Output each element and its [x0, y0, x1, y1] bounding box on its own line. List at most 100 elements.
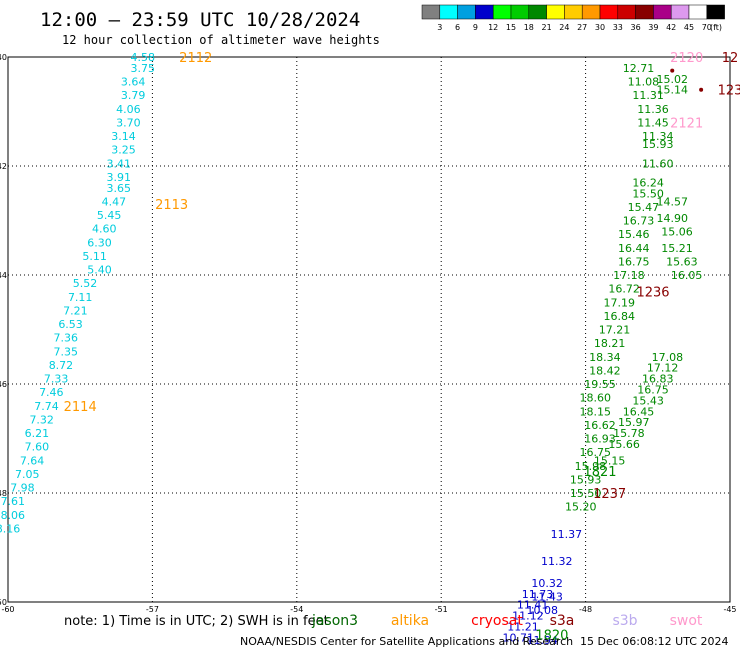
- x-tick-label: -57: [146, 605, 159, 614]
- swh-value: 11.34: [642, 130, 674, 143]
- swh-value: 16.93: [584, 433, 616, 446]
- legend-swatch-0: [421, 4, 441, 20]
- note-text: note: 1) Time is in UTC; 2) SWH is in fe…: [64, 614, 329, 629]
- swh-value: 16.83: [642, 373, 674, 386]
- axis-ticks: -60 -57 -54 -51 -48 -45 -40 -42 -44 -46 -48 -50: [0, 53, 737, 614]
- pass-time-label: 2121: [670, 116, 703, 131]
- x-tick-label: -60: [1, 605, 14, 614]
- swh-value: 16.72: [608, 283, 640, 296]
- satellite-name: altika: [391, 613, 429, 629]
- swh-value: 15.66: [608, 438, 640, 451]
- legend-swatch-11: [617, 4, 636, 20]
- swh-value: 15.21: [661, 242, 693, 255]
- legend-unit: (ft): [710, 23, 722, 32]
- swh-value: 3.41: [106, 157, 131, 170]
- pass-time-label: 1821: [583, 465, 616, 480]
- swh-value: 8.06: [1, 509, 26, 522]
- satellite-name: swot: [670, 613, 703, 629]
- satellite-name: jason3: [311, 613, 358, 629]
- swh-value: 7.98: [10, 482, 35, 495]
- swh-value: 15.78: [613, 427, 645, 440]
- pass-time-label: 123: [718, 84, 740, 99]
- chart-title: 12:00 – 23:59 UTC 10/28/2024: [40, 9, 360, 31]
- x-tick-label: -45: [723, 605, 736, 614]
- swh-value: 11.60: [642, 157, 674, 170]
- swh-value: 15.14: [656, 84, 688, 97]
- legend-swatch-14: [670, 4, 690, 20]
- legend-swatch-13: [653, 4, 672, 20]
- legend-bin-label: 24: [559, 23, 569, 32]
- legend-swatch-16: [706, 4, 725, 20]
- swh-value: 11.12: [512, 610, 544, 623]
- swh-value: 16.24: [632, 176, 664, 189]
- swh-value: 16.75: [579, 446, 611, 459]
- swh-value: 8.72: [49, 359, 74, 372]
- legend-bin-label: 12: [488, 23, 498, 32]
- chart-subtitle: 12 hour collection of altimeter wave hei…: [62, 33, 380, 47]
- swh-value: 14.57: [656, 195, 688, 208]
- swh-value: 15.93: [642, 138, 674, 151]
- note-bar: note: 1) Time is in UTC; 2) SWH is in fe…: [64, 614, 329, 629]
- swh-point: [670, 68, 675, 73]
- swh-value: 4.58: [131, 51, 156, 64]
- y-tick-label: -50: [0, 598, 7, 607]
- swh-value: 11.37: [551, 528, 583, 541]
- swh-value: 19.55: [584, 378, 616, 391]
- swh-value: 4.60: [92, 223, 117, 236]
- legend-bin-label: 36: [631, 23, 641, 32]
- satellite-name: s3a: [550, 613, 575, 629]
- swh-value: 15.46: [618, 228, 650, 241]
- legend-bin-label: 21: [542, 23, 552, 32]
- legend-swatch-10: [599, 4, 619, 20]
- pass-labels: 2112 2113 2114 2120 2121 12 123 1236 1237 1821 182…: [64, 51, 740, 644]
- pass-time-label: 1820: [535, 629, 568, 644]
- swh-value: 5.45: [97, 209, 122, 222]
- swh-value: 15.15: [594, 454, 626, 467]
- swh-value: 15.02: [656, 73, 688, 86]
- swh-value: 18.60: [579, 392, 611, 405]
- swh-value: 3.65: [106, 182, 131, 195]
- swh-value: 15.50: [632, 187, 664, 200]
- swh-value: 15.20: [565, 501, 597, 514]
- swh-value: 15.43: [632, 394, 664, 407]
- swh-value: 7.36: [54, 332, 79, 345]
- legend-bin-label: 18: [524, 23, 534, 32]
- swh-value: 17.12: [647, 362, 679, 375]
- swh-value: 11.31: [632, 89, 664, 102]
- swh-value: 6.30: [87, 236, 112, 249]
- legend-bin-label: 45: [684, 23, 694, 32]
- footer-timestamp: 15 Dec 06:08:12 UTC 2024: [580, 635, 728, 648]
- swh-value: 12.71: [623, 62, 655, 75]
- swh-value: 15.93: [570, 473, 602, 486]
- pass-time-label: 2113: [155, 198, 188, 213]
- swh-value: 15.97: [618, 416, 650, 429]
- plot-frame: [7, 56, 731, 603]
- legend-bin-label: 70: [702, 23, 712, 32]
- swh-value: 17.18: [613, 269, 645, 282]
- x-tick-label: -48: [579, 605, 592, 614]
- legend-swatch-5: [510, 4, 530, 20]
- swh-value: 11.36: [637, 103, 669, 116]
- satellite-name: s3b: [612, 613, 637, 629]
- swh-value: 7.35: [54, 345, 79, 358]
- swh-value: 7.60: [25, 441, 50, 454]
- swh-value: 11.21: [507, 621, 539, 634]
- pass-time-label: 2120: [670, 51, 703, 66]
- color-legend: 3 6 9 12 15 18 21 24 27 30 33 36 39 42 45 70(ft): [421, 4, 725, 32]
- swh-value: 16.73: [623, 215, 655, 228]
- legend-swatch-2: [457, 4, 476, 20]
- swh-value: 15.47: [628, 201, 660, 214]
- swh-point: [699, 87, 704, 92]
- plot-area: -60 -57 -54 -51 -48 -45 -40 -42 -44 -46 -48 -50 4.5…: [0, 51, 740, 647]
- swh-value: 11.32: [541, 555, 573, 568]
- swh-value: 16.45: [623, 405, 655, 418]
- legend-bin-label: 30: [595, 23, 605, 32]
- y-tick-label: -48: [0, 489, 7, 498]
- swh-value: 7.33: [44, 373, 69, 386]
- swh-value: 10.08: [527, 604, 559, 617]
- legend-swatch-8: [564, 4, 583, 20]
- swh-value: 11.94: [527, 634, 559, 647]
- footer-credit: NOAA/NESDIS Center for Satellite Applica…: [240, 635, 573, 648]
- swh-value: 16.84: [604, 310, 636, 323]
- swh-value: 7.05: [15, 468, 40, 481]
